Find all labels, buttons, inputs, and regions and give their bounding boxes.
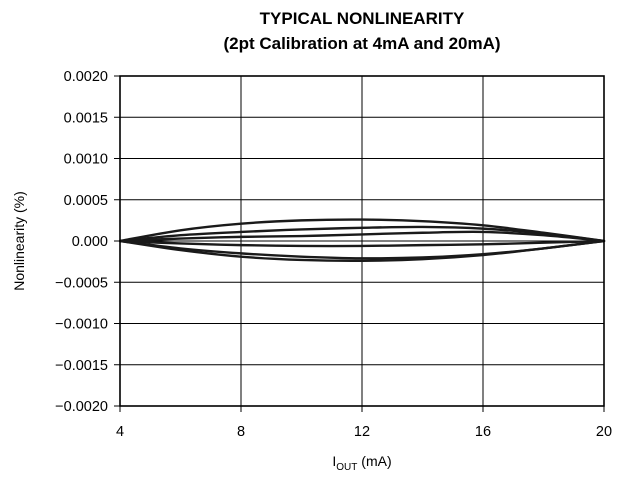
chart-title: TYPICAL NONLINEARITY <box>260 9 465 28</box>
y-tick-label: 0.000 <box>72 234 108 250</box>
x-tick-label: 20 <box>596 424 612 440</box>
x-tick-label: 12 <box>354 424 370 440</box>
series-line-3 <box>118 230 606 243</box>
series-line-1 <box>118 218 606 243</box>
y-axis-label: Nonlinearity (%) <box>11 191 27 291</box>
y-tick-label: 0.0020 <box>64 69 108 85</box>
y-tick-label: −0.0010 <box>55 317 108 333</box>
y-tick-label: −0.0020 <box>55 399 108 415</box>
series-line-2 <box>118 225 606 243</box>
x-axis-label-subscript: OUT <box>336 462 357 473</box>
chart-subtitle: (2pt Calibration at 4mA and 20mA) <box>223 34 500 53</box>
x-tick-label: 16 <box>475 424 491 440</box>
series-lines <box>118 218 606 263</box>
x-tick-label: 4 <box>116 424 124 440</box>
y-tick-label: 0.0005 <box>64 193 108 209</box>
grid-lines <box>120 76 604 406</box>
x-axis-label-main: I <box>332 453 336 469</box>
x-tick-label: 8 <box>237 424 245 440</box>
x-axis-label: IOUT (mA) <box>332 453 391 473</box>
y-tick-label: 0.0010 <box>64 152 108 168</box>
x-axis-label-unit: (mA) <box>357 453 391 469</box>
series-line-6 <box>118 239 606 260</box>
y-tick-label: 0.0015 <box>64 110 108 126</box>
x-tick-labels: 4 8 12 16 20 <box>116 406 612 440</box>
series-line-4 <box>118 239 606 248</box>
y-tick-labels: 0.0020 0.0015 0.0010 0.0005 0.000 −0.0005 −0.0… <box>55 69 120 415</box>
y-tick-label: −0.0015 <box>55 358 108 374</box>
y-tick-label: −0.0005 <box>55 275 108 291</box>
